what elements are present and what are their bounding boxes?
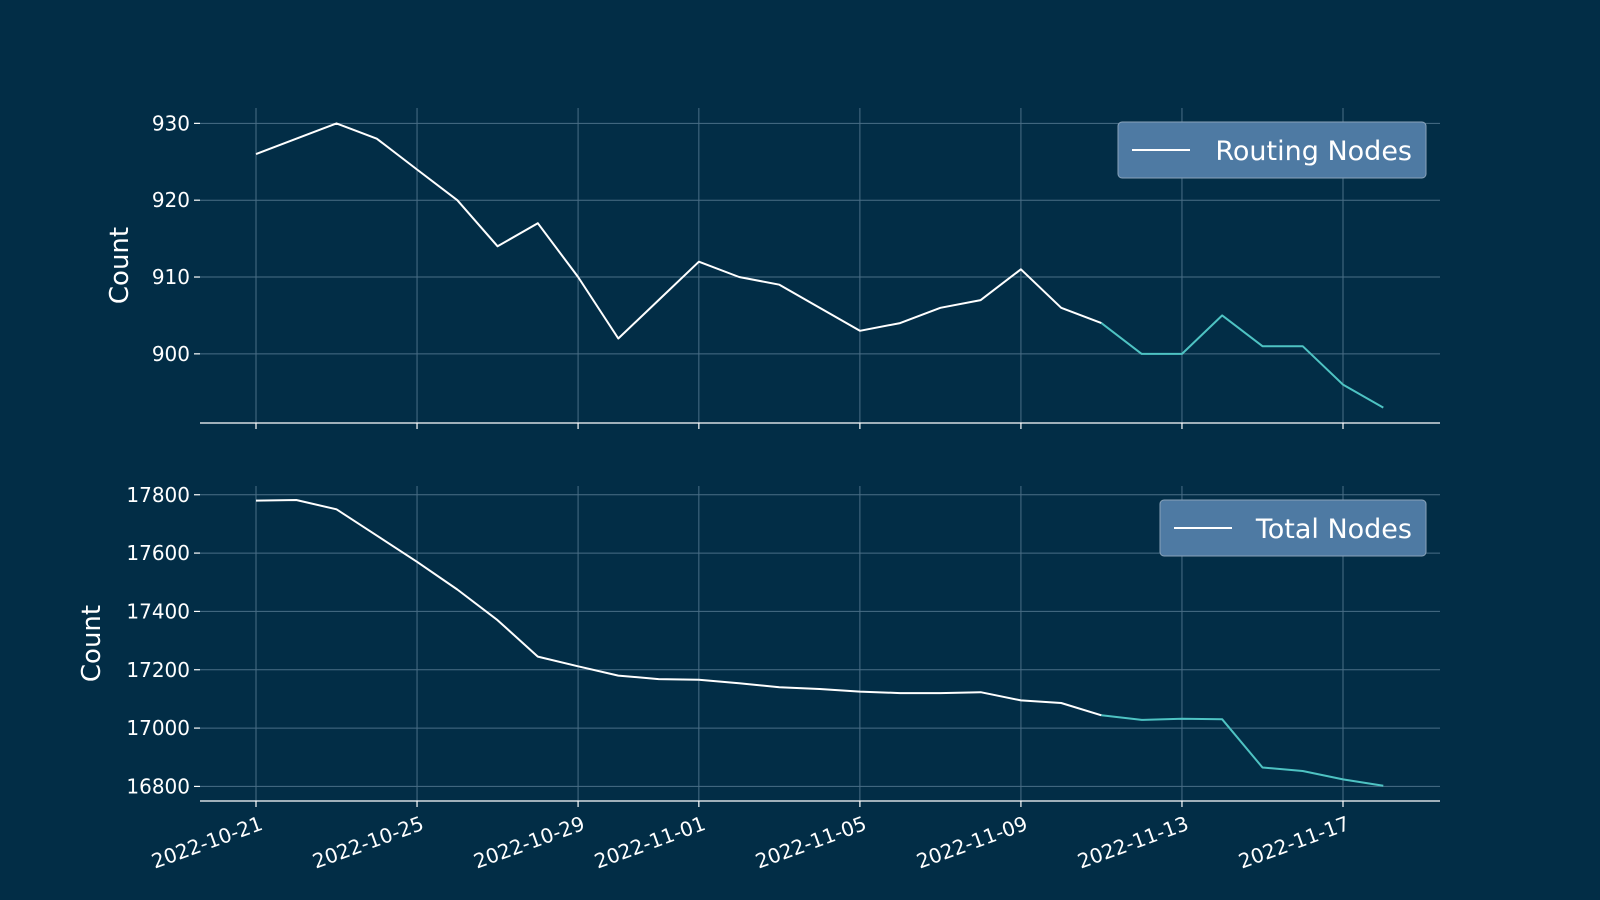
y-tick-label: 17000 bbox=[126, 716, 190, 740]
series-line bbox=[1100, 314, 1384, 409]
total-nodes-panel: 2022-10-21 2022-10-25 2022-10-29 2022-11-01… bbox=[77, 483, 1440, 873]
y-tick-label: 930 bbox=[152, 111, 190, 135]
x-tick-label: 2022-10-29 bbox=[470, 811, 587, 873]
x-tick-label: 2022-10-21 bbox=[148, 811, 265, 873]
y-tick-label: 17800 bbox=[126, 483, 190, 507]
series-line bbox=[255, 122, 1102, 340]
y-tick-label: 900 bbox=[152, 342, 190, 366]
legend-box bbox=[1159, 499, 1427, 557]
x-tick-label: 2022-11-01 bbox=[591, 811, 708, 873]
y-tick-label: 910 bbox=[152, 265, 190, 289]
x-tick-label: 2022-11-09 bbox=[913, 811, 1030, 873]
y-axis-label: Count bbox=[105, 227, 135, 304]
y-tick-label: 17200 bbox=[126, 658, 190, 682]
legend-label: Total Nodes bbox=[1255, 514, 1412, 545]
x-tick-label: 2022-11-13 bbox=[1074, 811, 1191, 873]
routing-nodes-panel: 900 910 920 930 Count Routing Nodes bbox=[105, 108, 1440, 429]
y-axis-label: Count bbox=[77, 605, 107, 682]
y-tick-label: 920 bbox=[152, 188, 190, 212]
legend-label: Routing Nodes bbox=[1215, 136, 1412, 167]
x-tick-label: 2022-11-17 bbox=[1235, 811, 1352, 873]
series-line bbox=[255, 499, 1102, 717]
x-tick-label: 2022-10-25 bbox=[309, 811, 426, 873]
x-tick-label: 2022-11-05 bbox=[752, 811, 869, 873]
y-tick-label: 17400 bbox=[126, 599, 190, 623]
y-tick-label: 17600 bbox=[126, 541, 190, 565]
legend-box bbox=[1117, 121, 1427, 179]
series-line bbox=[1101, 714, 1384, 787]
y-tick-label: 16800 bbox=[126, 774, 190, 798]
